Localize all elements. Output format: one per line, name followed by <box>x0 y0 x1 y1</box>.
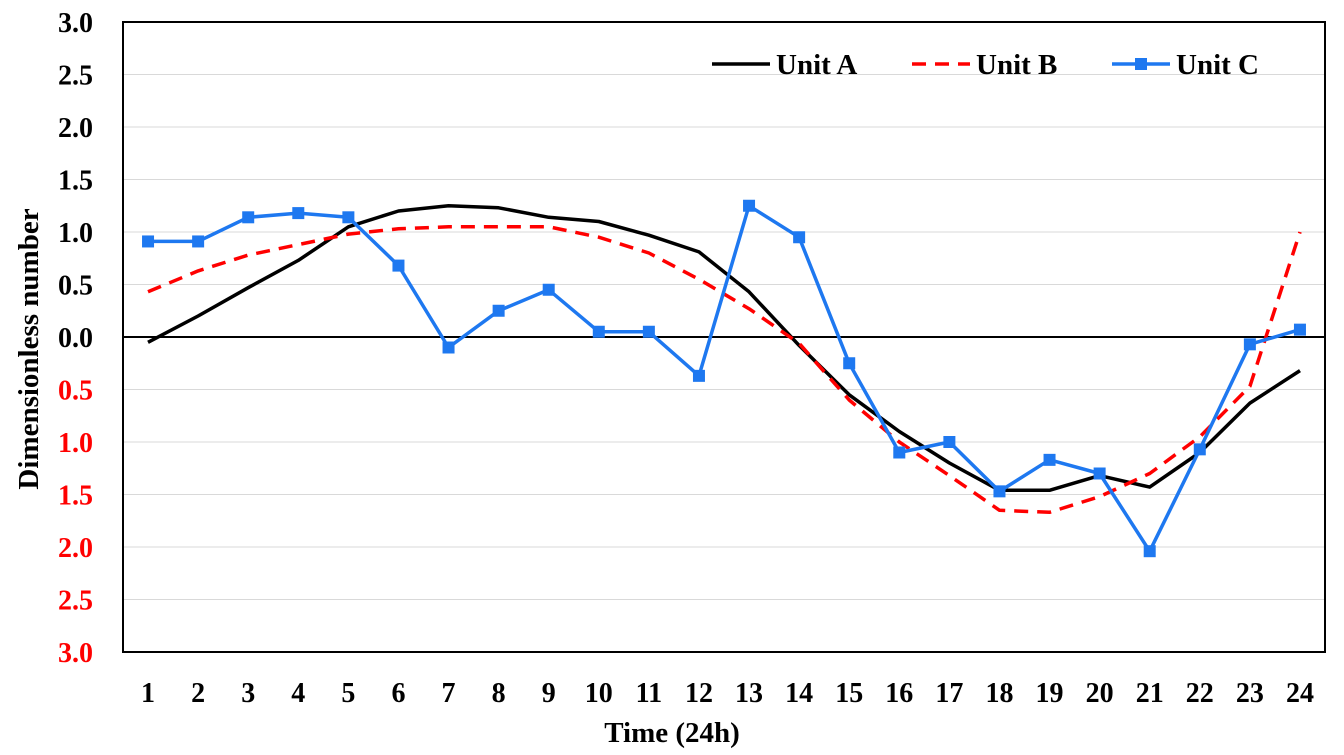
legend: Unit A Unit B Unit C <box>712 49 1259 81</box>
x-tick-label: 22 <box>1186 678 1214 709</box>
y-tick-label: 3.0 <box>58 638 93 669</box>
x-tick-label: 9 <box>542 678 556 709</box>
x-tick-label: 6 <box>391 678 405 709</box>
x-tick-label: 14 <box>785 678 813 709</box>
y-tick-label: 0.0 <box>58 323 93 354</box>
series-layer <box>142 199 1306 558</box>
data-point <box>943 436 956 448</box>
x-tick-label: 11 <box>636 678 662 709</box>
x-tick-label: 2 <box>191 678 205 709</box>
data-point <box>592 325 605 338</box>
x-tick-label: 7 <box>442 678 456 709</box>
y-axis-ticks: 3.0 2.5 2.0 1.5 1.0 0.5 0.0 0.5 1.0 1.5 2.0 2.5 3.0 <box>58 8 93 669</box>
gridlines <box>123 74 1325 600</box>
x-tick-label: 4 <box>291 678 305 709</box>
data-point <box>642 325 655 338</box>
series-line <box>147 204 1301 493</box>
x-tick-label: 8 <box>492 678 506 709</box>
data-point <box>142 235 155 248</box>
x-tick-label: 24 <box>1286 678 1314 709</box>
data-point <box>242 211 255 224</box>
y-tick-label: 1.5 <box>58 166 93 197</box>
data-point <box>192 235 205 248</box>
x-tick-label: 1 <box>141 678 155 709</box>
x-tick-label: 10 <box>585 678 613 709</box>
x-tick-label: 12 <box>685 678 713 709</box>
data-point <box>893 446 906 459</box>
data-point <box>292 207 305 220</box>
data-point <box>1043 453 1056 466</box>
data-point <box>1243 338 1256 351</box>
data-point <box>492 304 505 317</box>
series-unit-c <box>142 199 1306 558</box>
data-point <box>993 485 1006 498</box>
y-tick-label: 1.0 <box>58 428 93 459</box>
data-point <box>1143 545 1156 558</box>
x-tick-label: 23 <box>1236 678 1264 709</box>
data-point <box>692 369 705 382</box>
legend-marker <box>1135 58 1147 70</box>
y-tick-label: 3.0 <box>58 8 93 39</box>
y-tick-label: 2.5 <box>58 61 93 92</box>
legend-label: Unit B <box>976 49 1057 81</box>
x-tick-label: 15 <box>835 678 863 709</box>
y-tick-label: 0.5 <box>58 376 93 407</box>
y-tick-label: 2.5 <box>58 586 93 617</box>
plot-frame <box>122 21 1326 653</box>
legend-label: Unit C <box>1176 49 1259 81</box>
y-tick-label: 1.0 <box>58 218 93 249</box>
data-point <box>1193 443 1206 456</box>
y-tick-label: 0.5 <box>58 271 93 302</box>
data-point <box>843 357 856 370</box>
y-axis-title: Dimensionless number <box>13 208 45 489</box>
legend-item-unit-c: Unit C <box>1112 49 1259 81</box>
legend-item-unit-b: Unit B <box>912 49 1057 81</box>
data-point <box>442 341 455 354</box>
series-unit-a <box>147 204 1301 493</box>
data-point <box>342 211 355 224</box>
x-axis-ticks: 1 2 3 4 5 6 7 8 9 10 11 12 13 14 15 16 17 18 19 20 21 22 23 24 <box>141 678 1314 709</box>
x-tick-label: 20 <box>1086 678 1114 709</box>
y-tick-label: 2.0 <box>58 113 93 144</box>
y-tick-label: 2.0 <box>58 533 93 564</box>
x-tick-label: 13 <box>735 678 763 709</box>
x-tick-label: 19 <box>1036 678 1064 709</box>
x-axis-title: Time (24h) <box>604 717 740 749</box>
data-point <box>1093 467 1106 480</box>
x-tick-label: 3 <box>241 678 255 709</box>
legend-label: Unit A <box>776 49 857 81</box>
legend-item-unit-a: Unit A <box>712 49 857 81</box>
data-point <box>793 231 806 244</box>
x-tick-label: 21 <box>1136 678 1164 709</box>
x-tick-label: 17 <box>935 678 963 709</box>
data-point <box>1293 323 1306 336</box>
x-tick-label: 16 <box>885 678 913 709</box>
data-point <box>743 199 756 212</box>
y-tick-label: 1.5 <box>58 481 93 512</box>
x-tick-label: 5 <box>341 678 355 709</box>
data-point <box>392 259 405 272</box>
data-point <box>542 283 555 296</box>
series-line <box>148 204 1301 553</box>
x-tick-label: 18 <box>985 678 1013 709</box>
